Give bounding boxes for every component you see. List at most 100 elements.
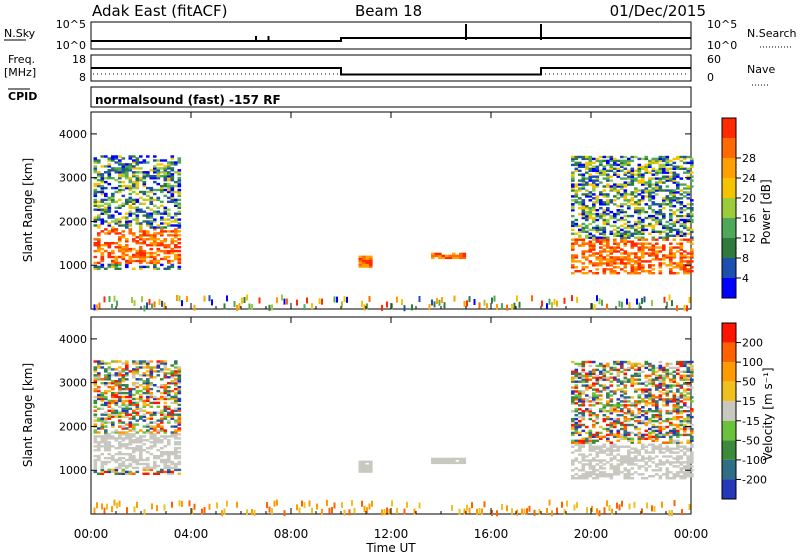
data-cell (686, 414, 691, 417)
clutter-cell (443, 302, 446, 309)
data-cell (571, 433, 575, 437)
data-cell (167, 452, 171, 456)
clutter-cell (233, 301, 236, 307)
data-cell (613, 467, 617, 470)
data-cell (616, 465, 621, 468)
data-cell (369, 464, 373, 467)
data-cell (139, 246, 143, 249)
data-cell (107, 214, 112, 217)
data-cell (149, 468, 154, 472)
data-cell (613, 266, 617, 269)
data-cell (581, 163, 586, 167)
data-cell (118, 267, 122, 270)
data-cell (627, 163, 631, 167)
data-cell (574, 386, 579, 389)
data-cell (616, 272, 621, 275)
data-cell (690, 396, 694, 399)
data-cell (139, 452, 143, 456)
data-cell (97, 208, 101, 211)
data-cell (606, 193, 610, 196)
data-cell (135, 240, 140, 243)
data-cell (135, 249, 140, 253)
data-cell (595, 374, 600, 377)
data-cell (609, 433, 614, 437)
data-cell (581, 214, 586, 218)
data-cell (125, 186, 129, 190)
data-cell (627, 471, 631, 474)
data-cell (142, 458, 147, 462)
data-cell (641, 181, 645, 184)
cpid-panel-frame (90, 86, 692, 108)
clutter-cell (413, 508, 416, 515)
data-cell (595, 240, 600, 243)
data-cell (613, 189, 617, 192)
data-cell (177, 462, 182, 466)
data-cell (170, 249, 175, 253)
data-cell (676, 384, 680, 387)
data-cell (599, 161, 603, 165)
data-cell (156, 169, 161, 172)
data-cell (97, 378, 101, 381)
data-cell (630, 382, 635, 385)
data-cell (118, 433, 122, 436)
data-cell (104, 376, 108, 379)
data-cell (648, 161, 652, 165)
data-cell (362, 460, 366, 463)
data-cell (97, 216, 101, 219)
data-cell (672, 398, 677, 401)
data-cell (662, 368, 666, 372)
data-cell (107, 362, 112, 365)
data-cell (599, 201, 603, 204)
data-cell (651, 216, 656, 220)
data-cell (637, 242, 642, 245)
data-cell (581, 368, 586, 372)
data-cell (121, 399, 126, 403)
data-cell (669, 398, 673, 401)
data-cell (139, 374, 143, 377)
data-cell (609, 473, 614, 476)
data-cell (648, 272, 652, 275)
data-cell (690, 260, 694, 263)
data-cell (135, 401, 140, 405)
data-cell (637, 394, 642, 397)
data-cell (606, 183, 610, 186)
data-cell (132, 425, 136, 428)
data-cell (616, 398, 621, 401)
data-cell (100, 251, 105, 255)
data-cell (452, 256, 456, 260)
data-cell (588, 386, 593, 389)
data-cell (609, 246, 614, 249)
data-cell (365, 466, 370, 469)
data-cell (114, 415, 119, 418)
data-cell (595, 445, 600, 448)
data-cell (651, 248, 656, 251)
data-cell (93, 395, 98, 399)
data-cell (613, 262, 617, 265)
data-cell (669, 175, 673, 178)
data-cell (571, 451, 575, 454)
data-cell (627, 256, 631, 259)
colorbar-segment (722, 258, 736, 278)
data-cell (669, 412, 673, 415)
data-cell (578, 207, 582, 210)
data-cell (623, 372, 628, 375)
data-cell (679, 392, 684, 395)
data-cell (118, 374, 122, 377)
data-cell (585, 163, 589, 167)
data-cell (613, 445, 617, 448)
data-cell (118, 224, 122, 227)
data-cell (93, 242, 98, 245)
data-cell (627, 445, 631, 448)
clutter-cell (526, 508, 528, 515)
data-cell (142, 242, 147, 245)
data-cell (616, 449, 621, 452)
data-cell (672, 199, 677, 202)
data-cell (585, 384, 589, 387)
data-cell (672, 477, 677, 480)
data-cell (683, 429, 687, 433)
data-cell (100, 175, 105, 178)
data-cell (132, 175, 136, 178)
data-cell (118, 173, 122, 176)
data-cell (174, 435, 178, 438)
data-cell (111, 155, 115, 158)
